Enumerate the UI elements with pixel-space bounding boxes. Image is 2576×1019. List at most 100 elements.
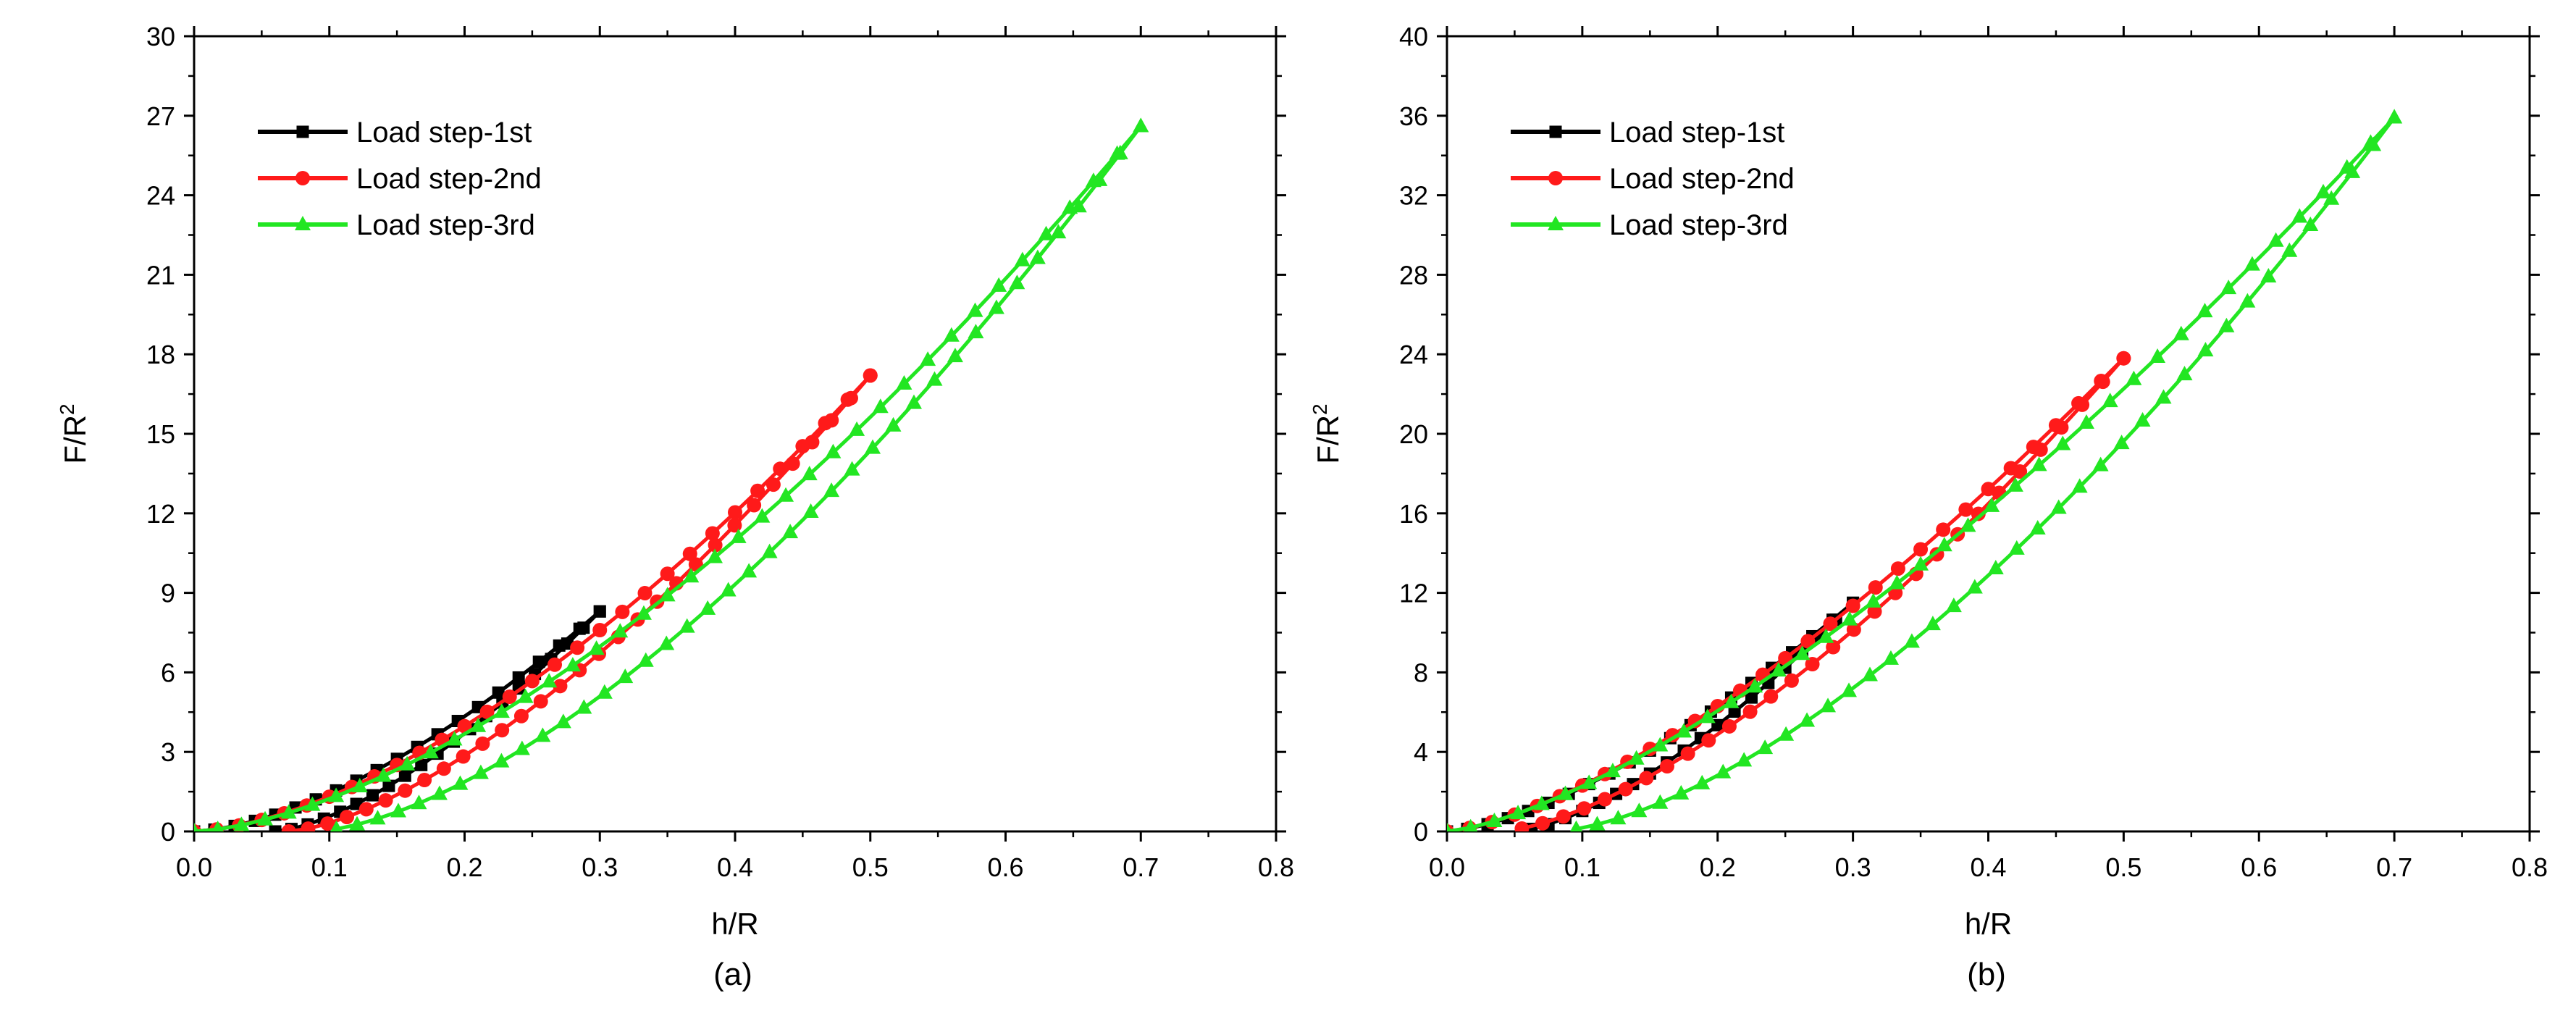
plot-area: [1447, 109, 2403, 831]
y-tick-label: 3: [161, 737, 175, 767]
x-tick-label: 0.0: [1429, 852, 1465, 882]
data-point: [683, 568, 700, 583]
data-point: [1971, 506, 1986, 521]
y-tick-label: 30: [146, 22, 175, 51]
data-point: [417, 773, 432, 788]
data-point: [493, 703, 510, 718]
data-point: [843, 390, 858, 406]
series-3: [1447, 109, 2403, 831]
data-point: [615, 604, 630, 619]
legend-label: Load step-3rd: [356, 209, 535, 241]
data-point: [281, 824, 296, 831]
data-point: [612, 623, 629, 638]
data-point: [2173, 325, 2189, 340]
loading-curve: [1447, 601, 1855, 831]
legend-item-2: Load step-2nd: [1511, 163, 1795, 195]
loading-curve: [194, 610, 601, 831]
data-point: [1890, 561, 1905, 576]
legend: Load step-1st Load step-2nd Load step-3rd: [258, 117, 542, 241]
data-point: [1535, 815, 1551, 831]
data-point: [1628, 750, 1645, 765]
data-point: [1514, 821, 1530, 831]
x-tick-label: 0.2: [1700, 852, 1736, 882]
data-point: [706, 548, 723, 563]
data-point: [330, 820, 343, 831]
data-point: [2302, 217, 2319, 232]
data-point: [988, 299, 1004, 314]
data-point: [495, 723, 510, 738]
data-point: [211, 821, 224, 831]
data-point: [1868, 580, 1883, 595]
data-point: [1936, 522, 1951, 537]
data-point: [1960, 517, 1976, 532]
data-point: [592, 622, 608, 637]
y-tick-label: 24: [146, 181, 175, 211]
data-point: [705, 526, 720, 541]
legend-marker: [296, 125, 309, 138]
data-point: [720, 582, 737, 597]
data-point: [340, 810, 355, 825]
data-point: [682, 546, 697, 561]
data-point: [233, 816, 250, 831]
data-point: [1820, 697, 1837, 713]
data-point: [534, 727, 551, 742]
series-2: [1447, 351, 2131, 831]
x-tick-label: 0.4: [717, 852, 753, 882]
data-point: [1800, 634, 1816, 649]
legend-label: Load step-1st: [356, 117, 532, 148]
data-point: [2365, 136, 2382, 151]
x-tick-label: 0.5: [2105, 852, 2141, 882]
y-axis-label: F/R2: [1309, 403, 1345, 464]
data-point: [1050, 224, 1067, 239]
data-point: [1987, 560, 2004, 575]
x-tick-label: 0.6: [987, 852, 1023, 882]
data-point: [1557, 785, 1574, 800]
data-point: [1757, 739, 1774, 755]
data-point: [1846, 622, 1861, 637]
data-point: [547, 657, 562, 672]
data-point: [2267, 232, 2284, 247]
data-point: [1694, 774, 1711, 789]
data-point: [730, 528, 747, 543]
data-point: [1038, 225, 1054, 240]
data-point: [1958, 502, 1973, 517]
data-point: [2197, 303, 2213, 318]
y-tick-label: 40: [1399, 22, 1428, 51]
unloading-curve: [288, 374, 872, 831]
data-point: [750, 483, 765, 498]
data-point: [823, 482, 840, 498]
data-point: [761, 543, 778, 558]
data-point: [765, 477, 781, 492]
data-point: [2055, 435, 2071, 450]
data-point: [2134, 412, 2151, 427]
data-point: [1715, 763, 1732, 779]
data-point: [968, 324, 984, 339]
y-axis-label: F/R2: [56, 403, 92, 464]
x-tick-label: 0.8: [1258, 852, 1294, 882]
data-point: [1763, 689, 1779, 704]
data-point: [472, 764, 489, 779]
data-point: [727, 518, 742, 533]
data-point: [1747, 678, 1763, 693]
data-point: [773, 461, 788, 477]
x-axis-label: h/R: [1965, 907, 2012, 941]
legend-item-1: Load step-1st: [258, 117, 532, 148]
data-point: [1029, 249, 1046, 264]
data-point: [596, 684, 613, 699]
data-point: [1770, 662, 1787, 677]
data-point: [2149, 348, 2166, 364]
x-tick-label: 0.2: [446, 852, 482, 882]
data-point: [1070, 198, 1087, 213]
data-point: [422, 744, 439, 759]
data-point: [1865, 592, 1881, 608]
data-point: [2281, 242, 2298, 257]
data-point: [512, 671, 525, 684]
legend-label: Load step-3rd: [1609, 209, 1788, 241]
data-point: [1577, 801, 1592, 816]
panel-a: 0.0 0.1 0.2 0.3 0.4 0.5 0.6 0.7 0.8 0 3 6 9 12 15 18 21 2…: [56, 22, 1294, 992]
data-point: [2260, 267, 2277, 282]
data-point: [1581, 774, 1598, 789]
data-point: [825, 443, 842, 458]
data-point: [865, 439, 881, 454]
